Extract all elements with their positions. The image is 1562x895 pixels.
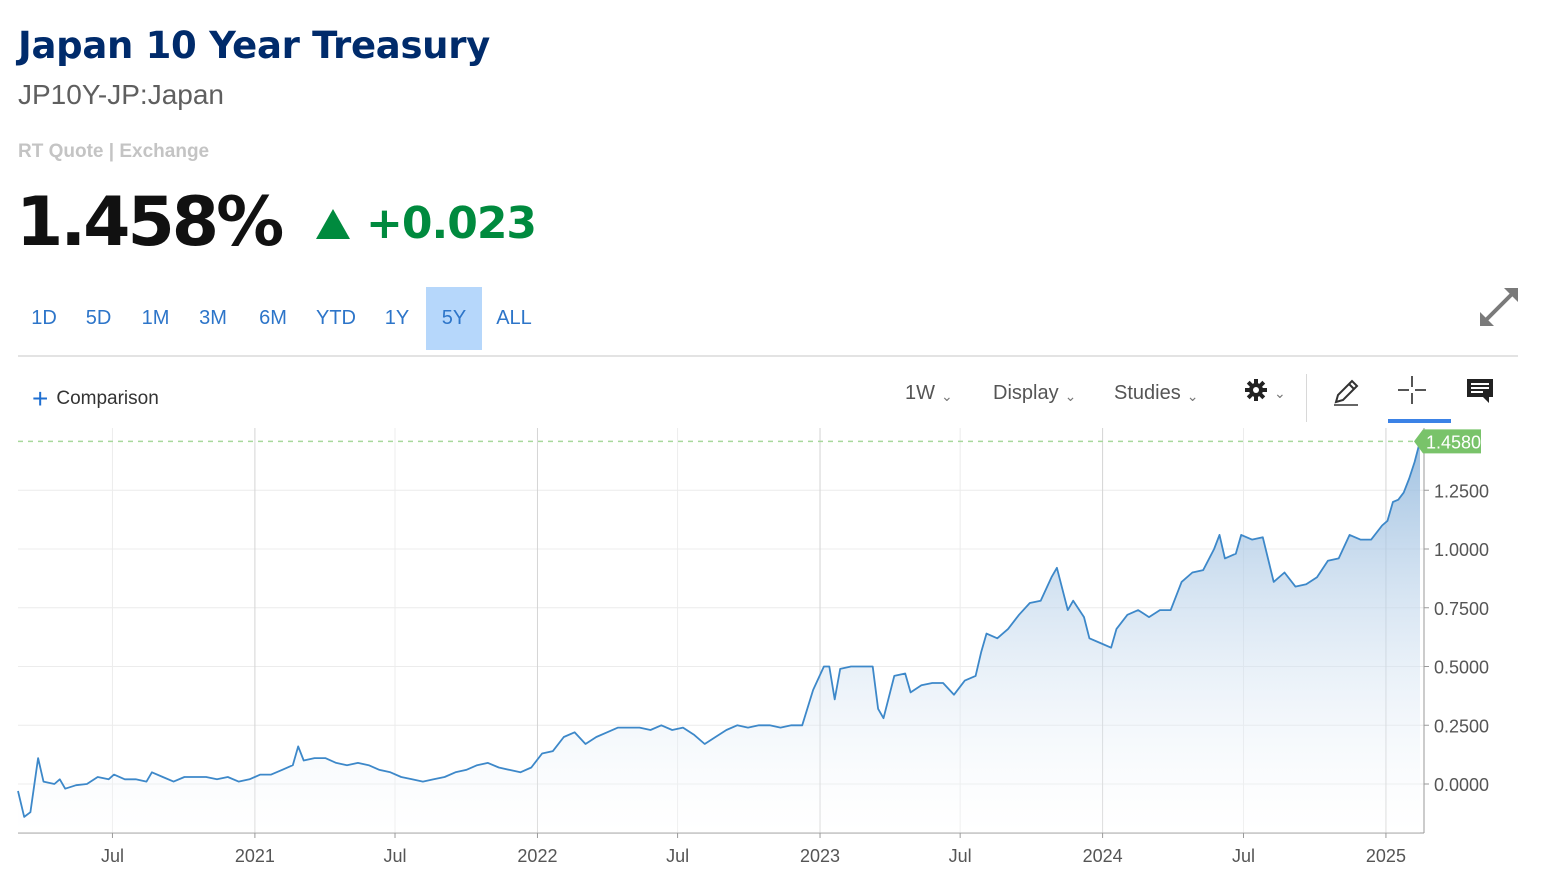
interval-label: 1W [905, 382, 935, 404]
y-tick-label: 1.0000 [1434, 540, 1489, 560]
x-tick-label: Jul [1232, 846, 1255, 866]
crosshair-icon[interactable] [1396, 374, 1428, 406]
symbol-label: JP10Y-JP:Japan [18, 79, 224, 110]
x-tick-label: 2023 [800, 846, 840, 866]
studies-label: Studies [1114, 382, 1181, 404]
x-tick-label: 2024 [1083, 846, 1123, 866]
y-tick-label: 0.2500 [1434, 716, 1489, 736]
current-price: 1.458% [16, 183, 284, 262]
chevron-down-icon: ⌄ [1064, 388, 1077, 404]
plus-icon: + [32, 383, 49, 414]
tab-5d[interactable]: 5D [85, 307, 112, 329]
tab-all[interactable]: ALL [496, 307, 532, 329]
x-tick-label: Jul [101, 846, 124, 866]
y-tick-label: 0.0000 [1434, 775, 1489, 795]
pencil-icon[interactable] [1330, 376, 1362, 408]
comment-icon[interactable] [1465, 377, 1495, 405]
x-tick-label: 2022 [517, 846, 557, 866]
chevron-down-icon: ⌄ [1186, 388, 1199, 404]
tab-5y[interactable]: 5Y [426, 287, 482, 350]
comparison-label: Comparison [56, 388, 159, 409]
header-divider [18, 355, 1518, 357]
x-tick-label: Jul [384, 846, 407, 866]
x-tick-label: 2025 [1366, 846, 1406, 866]
chevron-down-icon: ⌄ [1274, 384, 1286, 401]
comparison-button[interactable]: + Comparison [32, 383, 159, 414]
tab-ytd[interactable]: YTD [316, 307, 356, 329]
quote-source: RT Quote | Exchange [18, 141, 210, 162]
y-tick-label: 0.5000 [1434, 658, 1489, 678]
studies-dropdown[interactable]: Studies ⌄ [1114, 382, 1198, 405]
tab-1y[interactable]: 1Y [384, 307, 410, 329]
tab-1m[interactable]: 1M [141, 307, 170, 329]
triangle-up-icon [316, 208, 350, 239]
display-dropdown[interactable]: Display ⌄ [993, 382, 1076, 405]
x-tick-label: Jul [666, 846, 689, 866]
expand-icon[interactable] [1478, 286, 1520, 328]
series-line [17, 441, 1421, 818]
last-value-label: 1.4580 [1426, 432, 1481, 452]
time-range-tabs: 1D 5D 1M 3M 6M YTD 1Y 5Y ALL [18, 287, 546, 350]
last-value-badge [1414, 429, 1481, 454]
tab-3m[interactable]: 3M [199, 307, 227, 329]
x-tick-label: Jul [949, 846, 972, 866]
tab-6m[interactable]: 6M [259, 307, 287, 329]
chevron-down-icon: ⌄ [941, 388, 953, 404]
price-change: +0.023 [316, 198, 537, 249]
crosshair-active-indicator [1388, 419, 1451, 423]
page-title: Japan 10 Year Treasury [18, 24, 490, 67]
x-tick-label: 2021 [235, 846, 275, 866]
last-value-marker [1416, 437, 1424, 446]
tab-1d[interactable]: 1D [31, 307, 57, 329]
y-tick-label: 1.2500 [1434, 481, 1489, 501]
settings-dropdown[interactable]: ⌄ [1244, 378, 1286, 402]
display-label: Display [993, 382, 1059, 404]
interval-dropdown[interactable]: 1W ⌄ [905, 382, 953, 405]
y-tick-label: 0.7500 [1434, 599, 1489, 619]
gear-icon [1245, 379, 1267, 401]
toolbar-divider [1306, 374, 1307, 422]
series-area [18, 441, 1420, 833]
price-change-value: +0.023 [366, 198, 537, 249]
